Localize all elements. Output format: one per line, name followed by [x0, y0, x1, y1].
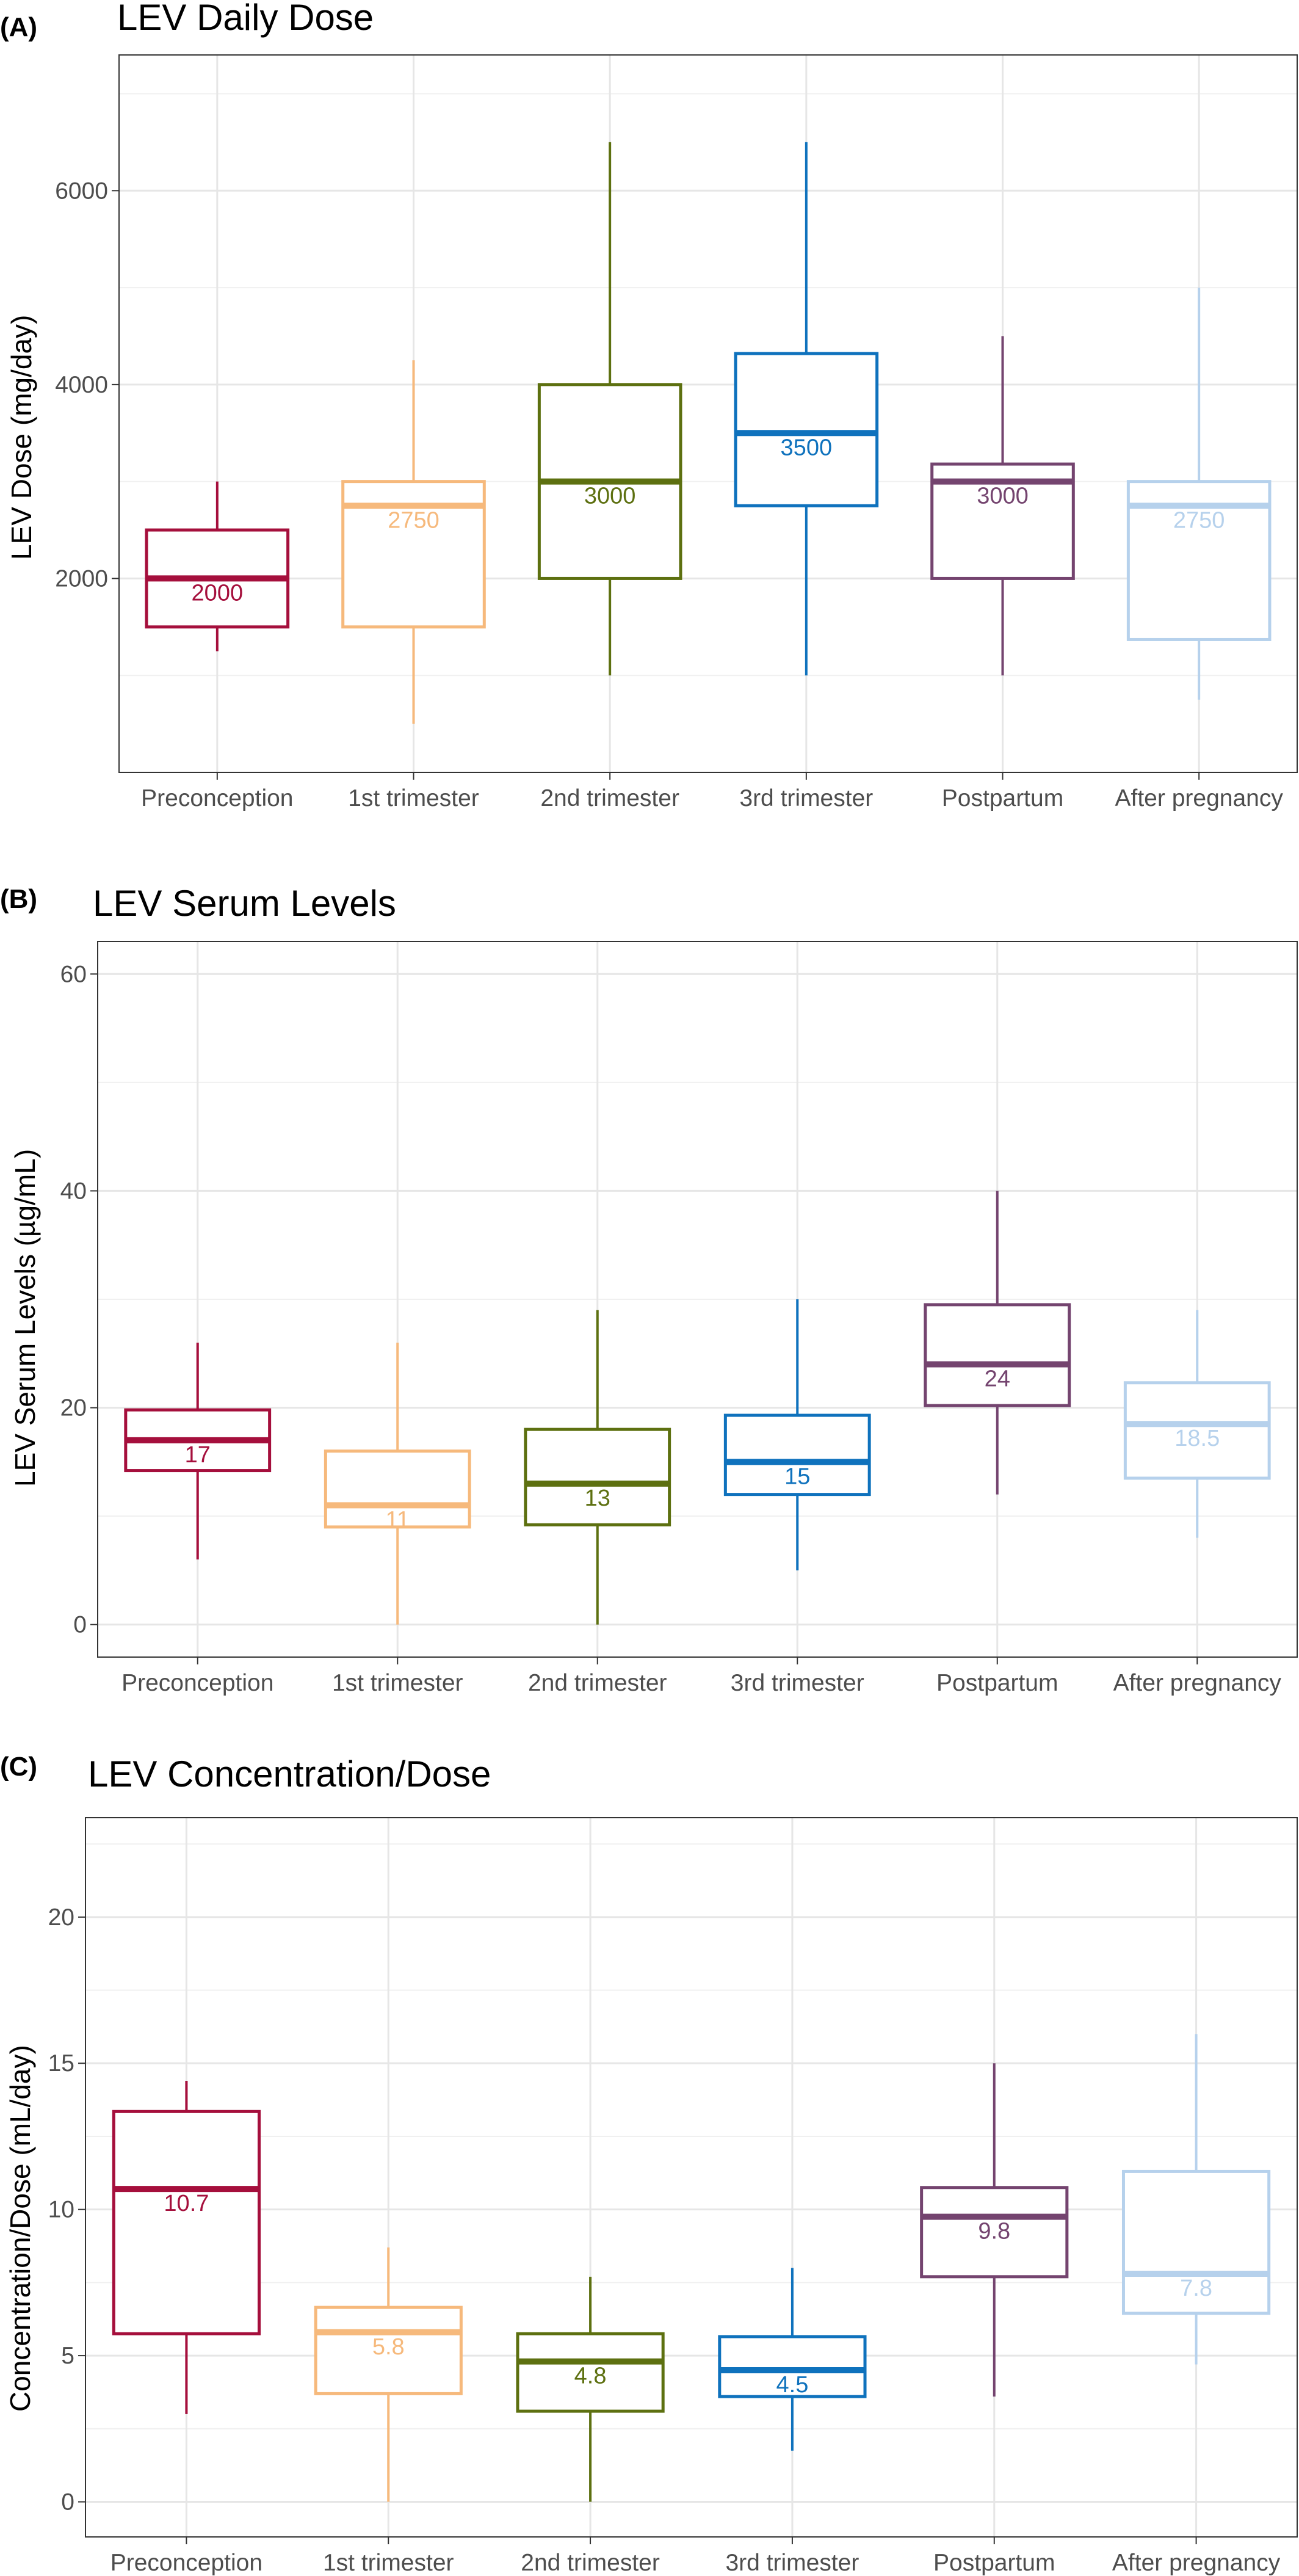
- median-label: 17: [185, 1442, 211, 1468]
- x-tick-label: After pregnancy: [1112, 2550, 1281, 2576]
- y-tick-label: 40: [60, 1178, 87, 1204]
- box-iqr: [718, 2335, 867, 2398]
- median-label: 24: [985, 1366, 1010, 1392]
- grid: [98, 942, 1297, 1657]
- y-tick-label: 10: [48, 2197, 74, 2223]
- box-iqr: [734, 352, 879, 507]
- y-tick-label: 5: [61, 2343, 74, 2369]
- box-2nd-trimester: 13: [524, 1310, 671, 1625]
- median-label: 7.8: [1180, 2276, 1212, 2301]
- box-postpartum: 3000: [930, 336, 1075, 676]
- y-tick-label: 4000: [55, 372, 108, 398]
- y-tick-label: 0: [73, 1612, 87, 1638]
- box-iqr: [924, 1303, 1071, 1407]
- box-iqr: [1121, 2169, 1271, 2315]
- box-preconception: 17: [124, 1343, 272, 1560]
- median-label: 2000: [192, 580, 244, 606]
- median-label: 4.5: [776, 2372, 809, 2398]
- box-preconception: 2000: [145, 481, 290, 651]
- box-1st-trimester: 11: [324, 1343, 471, 1625]
- box-iqr: [516, 2332, 665, 2413]
- box-2nd-trimester: 4.8: [516, 2276, 665, 2502]
- median-label: 2750: [1173, 507, 1225, 533]
- panel-label: (C): [0, 1752, 38, 1782]
- box-iqr: [112, 2110, 261, 2335]
- x-tick-label: After pregnancy: [1115, 785, 1284, 811]
- chart-title: LEV Daily Dose: [117, 0, 374, 38]
- chart-title: LEV Concentration/Dose: [88, 1754, 491, 1794]
- median-label: 5.8: [372, 2334, 405, 2360]
- plot-border: [97, 941, 1298, 1658]
- median-label: 15: [784, 1464, 810, 1489]
- box-postpartum: 24: [924, 1191, 1071, 1495]
- x-tick-label: 3rd trimester: [725, 2550, 859, 2576]
- chart-title: LEV Serum Levels: [93, 883, 396, 924]
- grid: [85, 1818, 1297, 2537]
- x-tick-label: Preconception: [121, 1670, 273, 1696]
- plot-border: [85, 1817, 1298, 2538]
- median-label: 3500: [781, 435, 833, 460]
- x-tick-label: 2nd trimester: [521, 2550, 660, 2576]
- y-tick-label: 20: [48, 1904, 74, 1931]
- box-preconception: 10.7: [112, 2080, 261, 2414]
- median-label: 3000: [584, 484, 636, 509]
- x-tick-label: 1st trimester: [348, 785, 479, 811]
- x-tick-label: 3rd trimester: [731, 1670, 864, 1696]
- box-3rd-trimester: 4.5: [718, 2268, 867, 2451]
- box-1st-trimester: 2750: [341, 360, 486, 724]
- y-tick-label: 2000: [55, 565, 108, 592]
- chart-panel-a: 2000 2750 3000 3500 3000 2750 2000 4000 6000 Prec…: [55, 54, 1298, 811]
- x-tick-label: 1st trimester: [323, 2550, 454, 2576]
- panel-b: (B) LEV Serum Levels LEV Serum Levels (µ…: [0, 867, 1299, 1697]
- y-tick-label: 60: [60, 961, 87, 987]
- y-tick-label: 15: [48, 2050, 74, 2077]
- x-tick-label: Postpartum: [942, 785, 1063, 811]
- box-iqr: [1123, 1381, 1271, 1480]
- panel-c: (C) LEV Concentration/Dose Concentration…: [0, 1743, 1299, 2576]
- y-tick-label: 0: [61, 2489, 74, 2516]
- x-tick-label: Postpartum: [936, 1670, 1058, 1696]
- median-label: 9.8: [978, 2219, 1010, 2244]
- x-tick-label: After pregnancy: [1113, 1670, 1282, 1696]
- box-2nd-trimester: 3000: [537, 142, 682, 676]
- x-tick-label: Preconception: [110, 2550, 262, 2576]
- panel-label: (A): [0, 12, 38, 42]
- box-after-pregnancy: 18.5: [1123, 1310, 1271, 1538]
- box-3rd-trimester: 15: [723, 1299, 871, 1570]
- panel-a: (A) LEV Daily Dose LEV Dose (mg/day) 200…: [0, 0, 1299, 830]
- median-label: 4.8: [574, 2364, 607, 2389]
- chart-panel-c: 10.7 5.8 4.8 4.5 9.8 7.8 0 5 10 15 20 Preconception…: [48, 1817, 1298, 2576]
- box-after-pregnancy: 2750: [1126, 288, 1272, 700]
- median-label: 2750: [388, 507, 440, 533]
- plot-border: [118, 54, 1298, 773]
- box-after-pregnancy: 7.8: [1121, 2034, 1271, 2365]
- x-tick-label: Postpartum: [933, 2550, 1055, 2576]
- median-label: 11: [386, 1507, 410, 1533]
- x-tick-label: Preconception: [141, 785, 293, 811]
- box-iqr: [920, 2186, 1069, 2279]
- y-tick-label: 6000: [55, 178, 108, 204]
- box-1st-trimester: 5.8: [314, 2247, 463, 2502]
- median-label: 18.5: [1174, 1426, 1220, 1451]
- box-iqr: [524, 1428, 671, 1526]
- grid: [119, 55, 1297, 772]
- x-tick-label: 1st trimester: [332, 1670, 463, 1696]
- panel-label: (B): [0, 884, 38, 914]
- box-iqr: [314, 2306, 463, 2395]
- median-label: 13: [585, 1486, 610, 1511]
- x-tick-label: 3rd trimester: [739, 785, 873, 811]
- median-label: 3000: [977, 484, 1029, 509]
- chart-panel-b: 17 11 13 15 24 18.5 0 20 40 60 Preconception 1st tr…: [60, 941, 1298, 1696]
- median-label: 10.7: [164, 2191, 209, 2216]
- y-tick-label: 20: [60, 1395, 87, 1421]
- box-iqr: [324, 1449, 471, 1529]
- box-postpartum: 9.8: [920, 2063, 1069, 2397]
- box-3rd-trimester: 3500: [734, 142, 879, 676]
- box-iqr: [723, 1413, 871, 1497]
- x-tick-label: 2nd trimester: [528, 1670, 667, 1696]
- x-tick-label: 2nd trimester: [540, 785, 679, 811]
